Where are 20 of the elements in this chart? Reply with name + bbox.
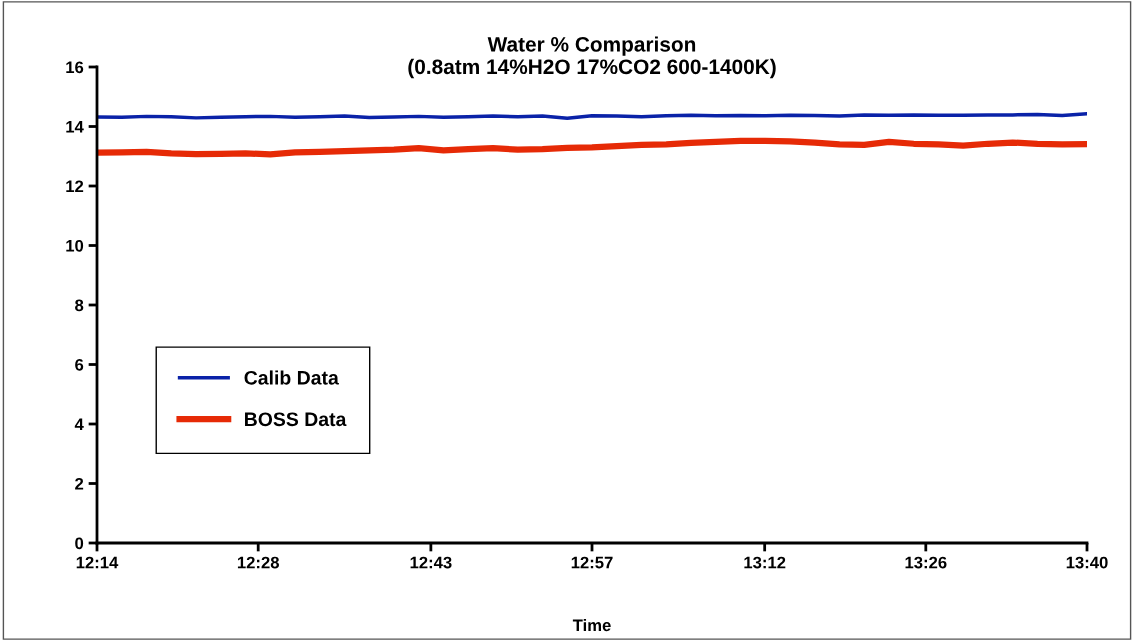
x-tick-label: 13:12 bbox=[744, 556, 786, 569]
legend-label: Calib Data bbox=[244, 370, 339, 385]
y-tick-label: 0 bbox=[75, 537, 84, 550]
legend-label: BOSS Data bbox=[245, 412, 347, 427]
y-tick-label: 4 bbox=[74, 418, 84, 431]
y-tick-label: 14 bbox=[66, 121, 84, 133]
y-tick-label: 8 bbox=[75, 299, 84, 312]
x-tick-label: 12:43 bbox=[410, 556, 452, 569]
chart-title: Water % Comparison (0.8atm 14%H2O 17%CO2 600-1400K) bbox=[408, 36, 776, 79]
x-tick-label: 12:57 bbox=[571, 556, 613, 569]
x-tick-label: 13:26 bbox=[905, 556, 947, 569]
x-axis-title: Time bbox=[572, 618, 611, 632]
y-tick-label: 10 bbox=[66, 239, 84, 252]
x-tick-label: 12:28 bbox=[237, 556, 280, 569]
y-tick-label: 12 bbox=[66, 180, 84, 193]
x-tick-label: 13:40 bbox=[1066, 556, 1108, 569]
y-tick-label: 2 bbox=[75, 477, 84, 490]
y-tick-label: 16 bbox=[66, 61, 84, 74]
y-tick-label: 6 bbox=[75, 358, 84, 371]
x-tick-label: 12:14 bbox=[76, 556, 119, 569]
